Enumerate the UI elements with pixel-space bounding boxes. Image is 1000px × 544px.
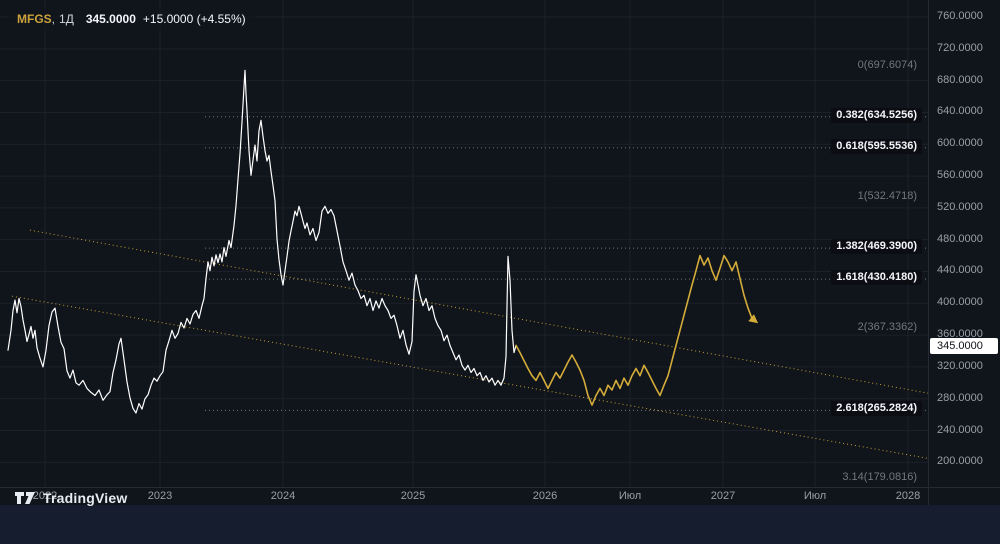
bottom-bar bbox=[0, 505, 1000, 544]
legend-separator: , bbox=[52, 12, 55, 26]
legend-change: +15.0000 (+4.55%) bbox=[143, 12, 246, 26]
tradingview-logo-icon bbox=[14, 491, 36, 505]
time-axis[interactable]: 20222023202420252026Июл2027Июл2028 bbox=[0, 488, 928, 505]
price-axis[interactable]: 345.0000 760.0000 720.0000 680.0000 640.000… bbox=[928, 0, 1000, 505]
time-tick-label: Июл bbox=[619, 490, 641, 502]
price-tick-label: 680.0000 bbox=[937, 74, 983, 86]
symbol-legend[interactable]: MFGS, 1Д 345.0000 +15.0000 (+4.55%) bbox=[8, 8, 255, 30]
tradingview-logo-text: TradingView bbox=[43, 490, 127, 506]
price-tick-label: 400.0000 bbox=[937, 296, 983, 308]
price-tick-label: 560.0000 bbox=[937, 169, 983, 181]
price-tick-label: 760.0000 bbox=[937, 10, 983, 22]
time-tick-label: 2028 bbox=[896, 490, 920, 502]
price-tick-label: 240.0000 bbox=[937, 424, 983, 436]
price-tick-label: 720.0000 bbox=[937, 42, 983, 54]
price-tick-label: 440.0000 bbox=[937, 264, 983, 276]
time-tick-label: 2026 bbox=[533, 490, 557, 502]
legend-interval[interactable]: 1Д bbox=[59, 12, 74, 26]
price-tick-label: 280.0000 bbox=[937, 392, 983, 404]
price-tick-label: 360.0000 bbox=[937, 328, 983, 340]
chart-window: 0(697.6074)0.382(634.5256)0.618(595.5536… bbox=[0, 0, 1000, 544]
time-tick-label: 2024 bbox=[271, 490, 295, 502]
time-tick-label: 2025 bbox=[401, 490, 425, 502]
chart-canvas[interactable] bbox=[0, 0, 928, 487]
series-history[interactable] bbox=[8, 70, 516, 413]
price-tick-label: 480.0000 bbox=[937, 233, 983, 245]
price-tick-label: 320.0000 bbox=[937, 360, 983, 372]
price-tick-label: 600.0000 bbox=[937, 137, 983, 149]
time-tick-label: 2023 bbox=[148, 490, 172, 502]
price-tick-label: 520.0000 bbox=[937, 201, 983, 213]
price-tick-label: 640.0000 bbox=[937, 105, 983, 117]
legend-symbol[interactable]: MFGS bbox=[17, 12, 52, 26]
current-price-badge: 345.0000 bbox=[930, 338, 998, 354]
price-tick-label: 200.0000 bbox=[937, 455, 983, 467]
time-tick-label: 2027 bbox=[711, 490, 735, 502]
trend-channel-line[interactable] bbox=[30, 230, 928, 393]
legend-price: 345.0000 bbox=[86, 12, 136, 26]
tradingview-logo[interactable]: TradingView bbox=[14, 490, 127, 506]
time-tick-label: Июл bbox=[804, 490, 826, 502]
series-projection[interactable] bbox=[516, 256, 756, 406]
trend-channel-line[interactable] bbox=[12, 296, 928, 458]
